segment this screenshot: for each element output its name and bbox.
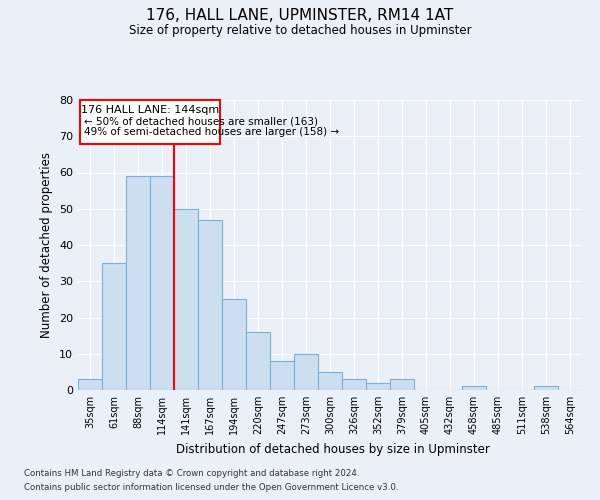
Bar [534, 386, 558, 390]
Bar [342, 379, 366, 390]
Text: 49% of semi-detached houses are larger (158) →: 49% of semi-detached houses are larger (… [84, 127, 339, 137]
Bar [126, 176, 150, 390]
Bar [318, 372, 342, 390]
Bar [366, 383, 390, 390]
Text: Contains HM Land Registry data © Crown copyright and database right 2024.: Contains HM Land Registry data © Crown c… [24, 468, 359, 477]
Bar [222, 300, 246, 390]
Text: Distribution of detached houses by size in Upminster: Distribution of detached houses by size … [176, 442, 490, 456]
Bar [246, 332, 270, 390]
Y-axis label: Number of detached properties: Number of detached properties [40, 152, 53, 338]
Bar [80, 100, 220, 144]
Text: 176 HALL LANE: 144sqm: 176 HALL LANE: 144sqm [81, 106, 219, 116]
Bar [294, 354, 318, 390]
Text: Size of property relative to detached houses in Upminster: Size of property relative to detached ho… [128, 24, 472, 37]
Bar [174, 209, 198, 390]
Bar [102, 263, 126, 390]
Bar [270, 361, 294, 390]
Text: ← 50% of detached houses are smaller (163): ← 50% of detached houses are smaller (16… [84, 116, 318, 126]
Bar [150, 176, 174, 390]
Bar [198, 220, 222, 390]
Text: 176, HALL LANE, UPMINSTER, RM14 1AT: 176, HALL LANE, UPMINSTER, RM14 1AT [146, 8, 454, 22]
Bar [390, 379, 414, 390]
Bar [462, 386, 486, 390]
Bar [78, 379, 102, 390]
Text: Contains public sector information licensed under the Open Government Licence v3: Contains public sector information licen… [24, 484, 398, 492]
